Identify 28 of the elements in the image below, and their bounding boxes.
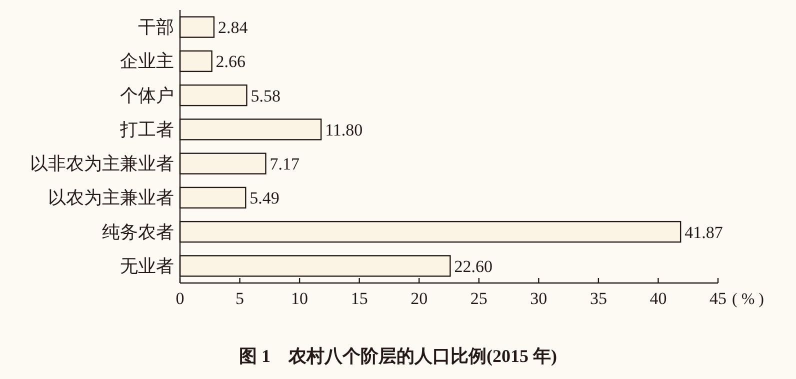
x-axis-title: ( % ): [732, 291, 764, 308]
y-tick-label: 干部: [138, 17, 174, 38]
y-tick-label: 个体户: [120, 85, 174, 106]
x-tick-label: 15: [350, 289, 368, 308]
x-tick-label: 35: [590, 289, 607, 308]
y-tick-label: 打工者: [119, 119, 174, 140]
y-tick-label: 无业者: [120, 256, 174, 276]
y-tick-label: 企业主: [120, 51, 174, 72]
x-tick-label: 45: [710, 289, 726, 308]
data-label: 41.87: [684, 222, 724, 242]
y-tick-label: 纯务农者: [102, 222, 174, 242]
x-tick-label: 0: [176, 289, 184, 308]
data-label: 11.80: [325, 120, 363, 140]
x-tick-label: 40: [650, 289, 667, 308]
x-tick-label: 20: [410, 289, 428, 308]
data-label: 7.17: [270, 154, 300, 174]
x-tick-label: 10: [291, 289, 308, 308]
data-label: 5.58: [250, 86, 280, 106]
data-label: 5.49: [250, 188, 280, 208]
data-label: 22.60: [454, 256, 492, 276]
data-label: 2.66: [216, 52, 246, 72]
x-tick-label: 5: [236, 289, 244, 308]
data-label: 2.84: [218, 18, 248, 38]
x-tick-label: 25: [470, 289, 488, 308]
y-tick-label: 以农为主兼业者: [48, 188, 174, 208]
text: 图 1 农村八个阶层的人口比例(2015 年): [239, 346, 557, 366]
x-tick-label: 30: [530, 289, 548, 308]
y-tick-label: 以非农为主兼业者: [30, 154, 174, 174]
